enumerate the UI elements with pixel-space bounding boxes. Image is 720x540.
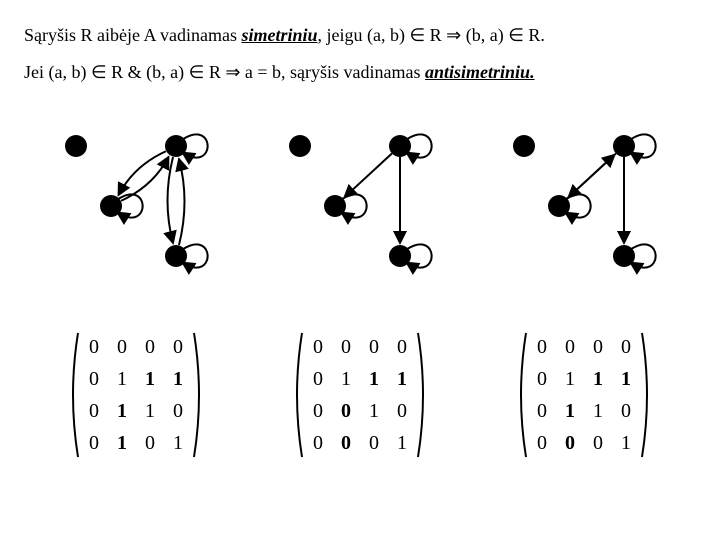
matrices-row: 0000011101100101 0000011100100001 000001… xyxy=(24,331,696,459)
def1-pre: Sąryšis R aibėje A vadinamas xyxy=(24,25,241,45)
matrix-cell: 1 xyxy=(565,400,575,423)
matrix-cell: 1 xyxy=(369,368,379,391)
matrix-cell: 1 xyxy=(173,432,183,455)
matrix-cell: 1 xyxy=(397,432,407,455)
matrix-cell: 0 xyxy=(621,336,631,359)
matrix-cell: 0 xyxy=(145,336,155,359)
matrix-cell: 0 xyxy=(537,336,547,359)
def1-term: simetriniu xyxy=(241,25,317,45)
matrix-cell: 0 xyxy=(89,368,99,391)
matrix-grid: 0000011101100101 xyxy=(80,331,192,459)
matrix-cell: 0 xyxy=(341,336,351,359)
matrix-cell: 0 xyxy=(173,336,183,359)
matrix-cell: 0 xyxy=(397,336,407,359)
matrix-cell: 1 xyxy=(117,432,127,455)
matrix-cell: 1 xyxy=(593,368,603,391)
relation-graph-1 xyxy=(36,111,236,301)
matrix-cell: 0 xyxy=(537,368,547,391)
matrix-cell: 1 xyxy=(341,368,351,391)
matrix-cell: 0 xyxy=(369,336,379,359)
matrix-cell: 0 xyxy=(565,432,575,455)
matrix-cell: 0 xyxy=(593,336,603,359)
matrix-cell: 0 xyxy=(173,400,183,423)
matrix-cell: 1 xyxy=(621,432,631,455)
definition-symmetric: Sąryšis R aibėje A vadinamas simetriniu,… xyxy=(24,20,696,51)
matrix-cell: 0 xyxy=(369,432,379,455)
matrix-cell: 0 xyxy=(313,400,323,423)
matrix-grid: 0000011101100001 xyxy=(528,331,640,459)
matrix-cell: 1 xyxy=(397,368,407,391)
matrix-bracket xyxy=(640,331,654,459)
matrix-cell: 0 xyxy=(621,400,631,423)
def1-post: , jeigu (a, b) ∈ R ⇒ (b, a) ∈ R. xyxy=(318,25,545,45)
matrix-cell: 0 xyxy=(565,336,575,359)
def2-pre: Jei (a, b) ∈ R & (b, a) ∈ R ⇒ a = b, sąr… xyxy=(24,62,425,82)
matrix-cell: 0 xyxy=(397,400,407,423)
matrix-cell: 1 xyxy=(565,368,575,391)
matrix-cell: 0 xyxy=(89,336,99,359)
graph-diagrams-row xyxy=(24,111,696,301)
adjacency-matrix-3: 0000011101100001 xyxy=(514,331,654,459)
adjacency-matrix-1: 0000011101100101 xyxy=(66,331,206,459)
matrix-cell: 0 xyxy=(313,368,323,391)
matrix-bracket xyxy=(192,331,206,459)
matrix-cell: 1 xyxy=(117,368,127,391)
matrix-cell: 1 xyxy=(117,400,127,423)
matrix-cell: 1 xyxy=(145,368,155,391)
matrix-bracket xyxy=(514,331,528,459)
matrix-cell: 0 xyxy=(313,432,323,455)
adjacency-matrix-2: 0000011100100001 xyxy=(290,331,430,459)
matrix-cell: 0 xyxy=(537,400,547,423)
definition-antisymmetric: Jei (a, b) ∈ R & (b, a) ∈ R ⇒ a = b, sąr… xyxy=(24,57,696,88)
matrix-bracket xyxy=(66,331,80,459)
relation-graph-2 xyxy=(260,111,460,301)
matrix-cell: 0 xyxy=(341,432,351,455)
matrix-cell: 1 xyxy=(369,400,379,423)
matrix-cell: 0 xyxy=(313,336,323,359)
matrix-cell: 1 xyxy=(593,400,603,423)
matrix-bracket xyxy=(416,331,430,459)
matrix-cell: 1 xyxy=(173,368,183,391)
matrix-cell: 0 xyxy=(341,400,351,423)
def2-term: antisimetriniu. xyxy=(425,62,535,82)
matrix-cell: 1 xyxy=(145,400,155,423)
matrix-cell: 0 xyxy=(145,432,155,455)
matrix-cell: 0 xyxy=(117,336,127,359)
definitions-block: Sąryšis R aibėje A vadinamas simetriniu,… xyxy=(24,20,696,87)
matrix-cell: 0 xyxy=(593,432,603,455)
matrix-cell: 0 xyxy=(537,432,547,455)
relation-graph-3 xyxy=(484,111,684,301)
matrix-cell: 1 xyxy=(621,368,631,391)
matrix-grid: 0000011100100001 xyxy=(304,331,416,459)
matrix-cell: 0 xyxy=(89,432,99,455)
matrix-cell: 0 xyxy=(89,400,99,423)
matrix-bracket xyxy=(290,331,304,459)
